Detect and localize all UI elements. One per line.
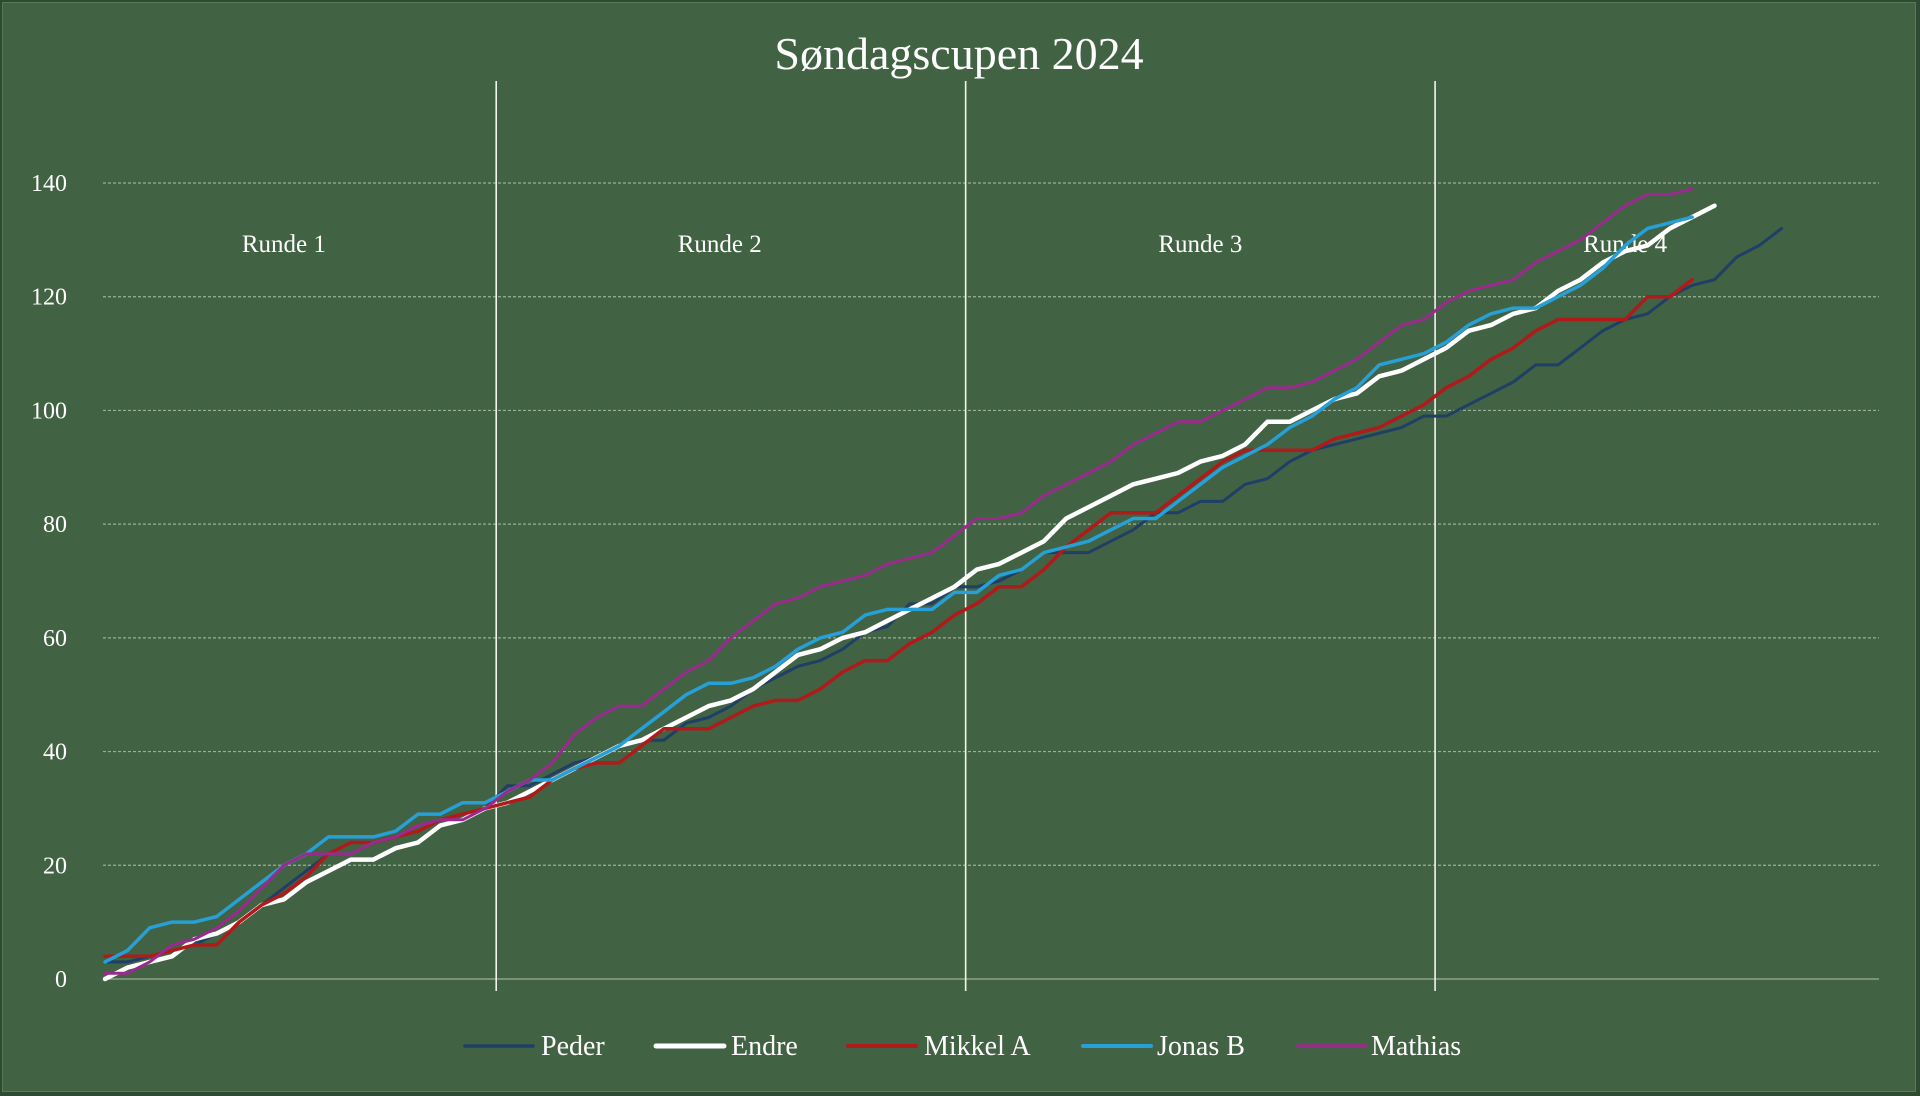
y-tick-label: 60 <box>43 626 67 652</box>
series-line-jonas-b <box>103 215 1694 964</box>
y-tick-label: 120 <box>31 285 67 311</box>
legend-label-jonas-b: Jonas B <box>1157 1031 1245 1062</box>
y-tick-label: 100 <box>31 398 67 424</box>
series-line-mathias <box>103 187 1694 975</box>
round-label-2: Runde 2 <box>678 231 762 258</box>
round-label-3: Runde 3 <box>1158 231 1242 258</box>
y-tick-label: 20 <box>43 853 67 879</box>
legend-label-mikkel-a: Mikkel A <box>924 1031 1031 1062</box>
y-tick-label: 40 <box>43 740 67 766</box>
legend-label-mathias: Mathias <box>1371 1031 1461 1062</box>
y-tick-label: 80 <box>43 512 67 538</box>
legend-label-peder: Peder <box>541 1031 605 1062</box>
legend-label-endre: Endre <box>731 1031 798 1062</box>
y-tick-label: 140 <box>31 171 67 197</box>
y-tick-label: 0 <box>55 967 67 993</box>
round-label-1: Runde 1 <box>242 231 326 258</box>
chart-title: Søndagscupen 2024 <box>774 28 1144 79</box>
series-line-mikkel-a <box>103 277 1694 959</box>
